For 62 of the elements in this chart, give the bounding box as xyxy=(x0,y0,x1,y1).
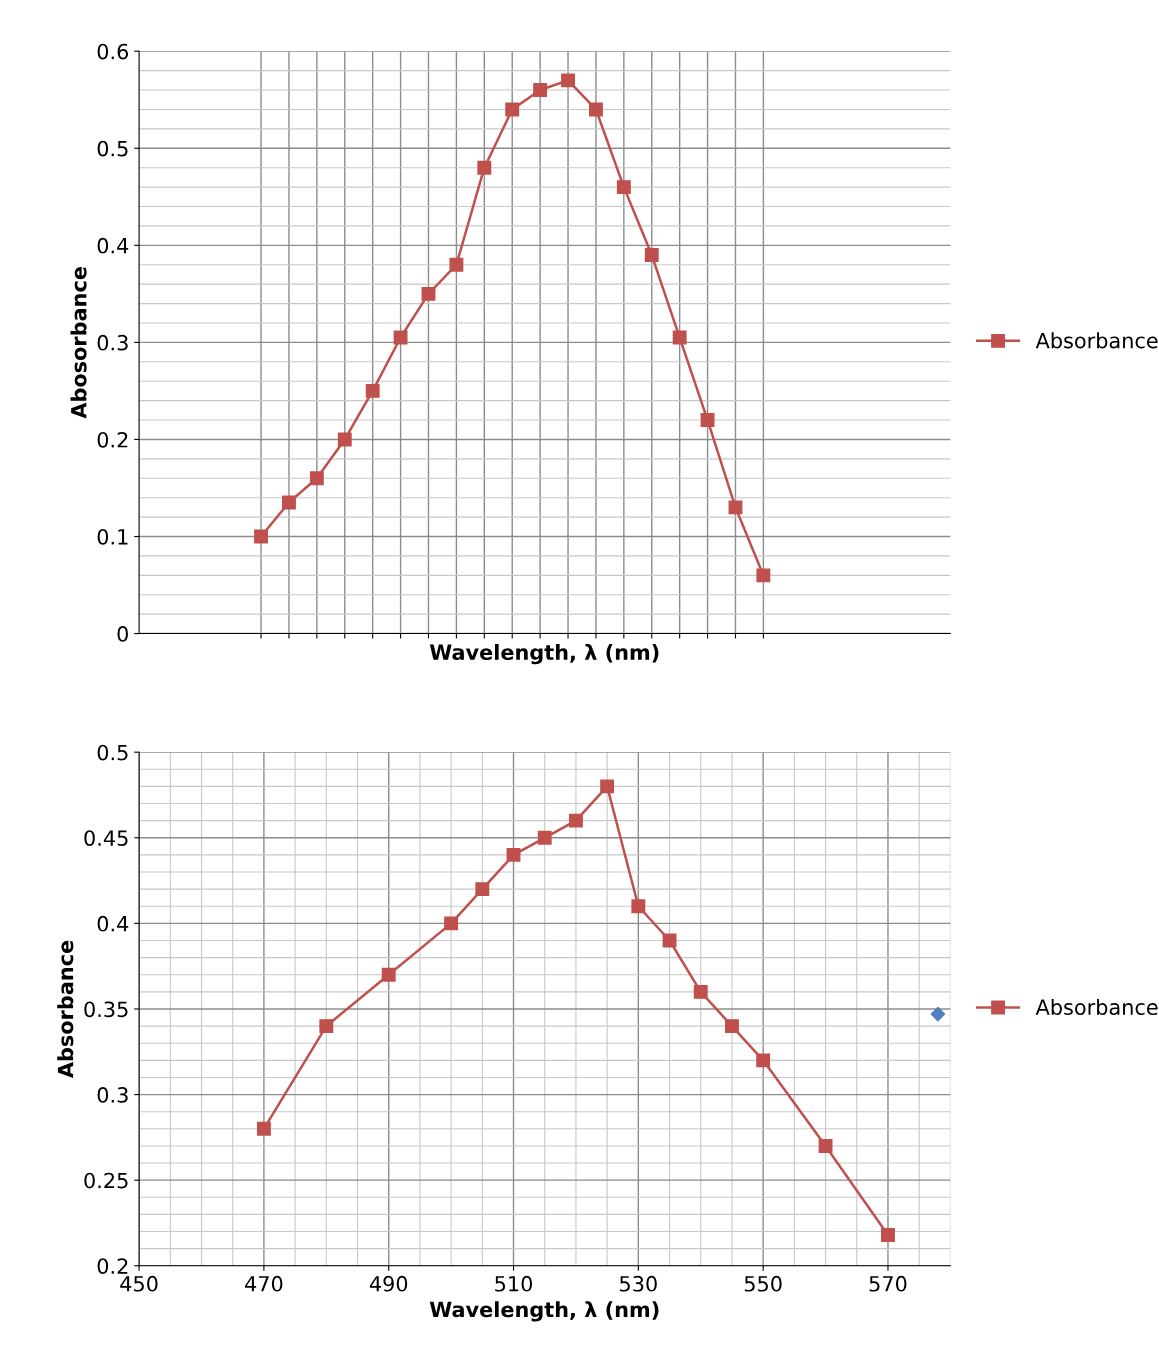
point xyxy=(533,83,548,97)
point xyxy=(505,102,520,117)
x-axis-title: Wavelength, λ (nm) xyxy=(429,643,659,665)
x-tick-label: 490 xyxy=(369,1275,408,1292)
point xyxy=(600,779,615,794)
y-tick-label: 0 xyxy=(117,626,128,642)
y-tick-label: 0.4 xyxy=(97,915,129,932)
point xyxy=(693,984,708,999)
y-tick-label: 0.6 xyxy=(97,43,129,60)
point xyxy=(421,286,436,301)
x-tick-label: 510 xyxy=(495,1275,533,1292)
y-tick-label: 0.5 xyxy=(97,744,128,761)
legend-label: Absorbance xyxy=(1035,332,1158,349)
point xyxy=(444,916,459,931)
y-tick-label: 0.25 xyxy=(84,1172,128,1189)
point xyxy=(337,432,352,447)
point xyxy=(672,330,687,345)
y-tick-label: 0.35 xyxy=(84,1001,128,1018)
x-tick-label: 470 xyxy=(245,1275,283,1292)
y-axis-title: Abosorbance xyxy=(70,267,87,419)
point xyxy=(506,847,521,862)
y-tick-label: 0.5 xyxy=(97,140,128,157)
x-axis-title: Wavelength, λ (nm) xyxy=(429,1301,659,1322)
point xyxy=(881,1228,895,1242)
point xyxy=(256,1121,271,1136)
point xyxy=(728,500,743,515)
point xyxy=(475,882,490,897)
point xyxy=(756,568,771,583)
point xyxy=(725,1019,739,1034)
point xyxy=(381,967,396,982)
point xyxy=(930,1006,946,1022)
y-tick-label: 0.1 xyxy=(97,528,128,545)
point xyxy=(588,102,603,117)
point xyxy=(616,180,631,195)
y-tick-label: 0.3 xyxy=(97,334,128,351)
x-tick-label: 550 xyxy=(744,1275,782,1292)
y-tick-label: 0.2 xyxy=(97,1258,128,1274)
point xyxy=(700,413,715,427)
point xyxy=(254,529,268,544)
point xyxy=(561,73,575,88)
point xyxy=(631,899,646,914)
point xyxy=(818,1138,833,1153)
point xyxy=(282,495,296,510)
point xyxy=(449,257,464,272)
point xyxy=(477,160,492,175)
point xyxy=(393,330,408,345)
x-tick-label: 450 xyxy=(120,1275,158,1292)
x-tick-label: 530 xyxy=(620,1275,657,1292)
point xyxy=(319,1019,334,1034)
y-tick-label: 0.2 xyxy=(97,431,128,448)
point xyxy=(756,1053,771,1068)
x-tick-label: 570 xyxy=(869,1275,907,1292)
point xyxy=(568,813,583,828)
point xyxy=(309,471,324,486)
y-tick-label: 0.4 xyxy=(97,237,129,254)
point xyxy=(644,248,659,262)
y-tick-label: 0.3 xyxy=(97,1087,128,1103)
point xyxy=(537,830,552,845)
y-axis-title: Absorbance xyxy=(57,940,74,1079)
legend-label: Absorbance xyxy=(1035,998,1158,1016)
y-tick-label: 0.45 xyxy=(84,830,128,846)
point xyxy=(365,383,380,398)
